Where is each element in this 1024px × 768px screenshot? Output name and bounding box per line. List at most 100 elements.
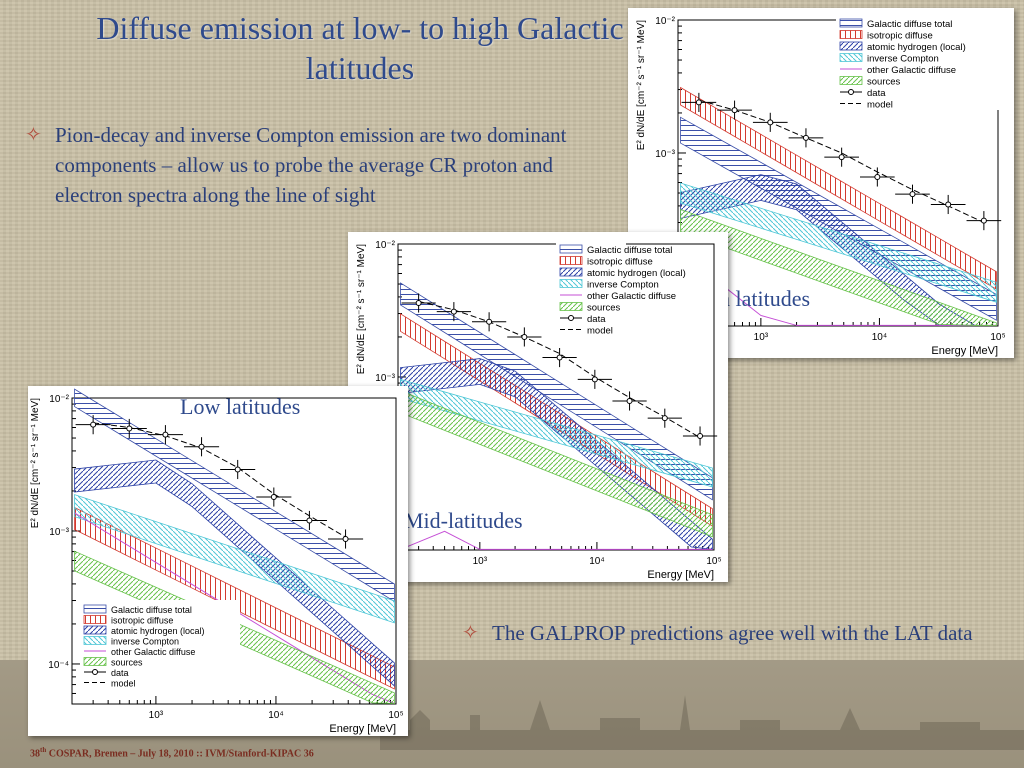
- bullet-pion-decay: ✧ Pion-decay and inverse Compton emissio…: [25, 120, 615, 210]
- legend-label: model: [111, 679, 136, 689]
- data-point: [306, 517, 313, 524]
- bullet-text: Pion-decay and inverse Compton emission …: [55, 123, 567, 207]
- legend-label: sources: [867, 77, 901, 88]
- bullet-text: The GALPROP predictions agree well with …: [492, 621, 973, 645]
- legend-swatch: [92, 669, 98, 675]
- legend-swatch: [848, 89, 854, 95]
- footer-number: 38: [30, 748, 40, 760]
- slide-title: Diffuse emission at low- to high Galacti…: [96, 10, 624, 86]
- panel-label-mid: Mid-latitudes: [404, 508, 523, 533]
- legend-bg: [556, 240, 626, 336]
- x-axis-label: Energy [MeV]: [329, 723, 396, 735]
- legend-label: model: [587, 326, 613, 337]
- data-point: [980, 217, 987, 224]
- y-axis-label: E² dN/dE [cm⁻² s⁻¹ sr⁻¹ MeV]: [30, 398, 41, 529]
- y-tick-label: 10⁻²: [375, 240, 395, 251]
- x-axis-label: Energy [MeV]: [647, 569, 714, 581]
- legend-swatch: [559, 244, 583, 254]
- legend-label: Galactic diffuse total: [587, 245, 672, 256]
- x-tick-label: 10⁵: [388, 710, 403, 721]
- data-point: [450, 308, 457, 315]
- band-5: [680, 208, 997, 326]
- band-5: [400, 390, 713, 538]
- x-tick-label: 10³: [149, 710, 164, 721]
- legend-label: inverse Compton: [587, 280, 659, 291]
- data-point: [415, 300, 422, 307]
- x-axis-label: Energy [MeV]: [931, 345, 998, 357]
- footer-superscript: th: [40, 746, 47, 754]
- legend-swatch: [83, 657, 107, 666]
- data-point: [126, 425, 133, 432]
- legend-label: sources: [587, 303, 621, 314]
- legend-swatch: [839, 76, 863, 85]
- legend-label: inverse Compton: [111, 637, 179, 647]
- data-point: [591, 376, 598, 383]
- legend-swatch: [83, 615, 107, 624]
- band-4: [680, 251, 997, 326]
- data-point: [909, 191, 916, 198]
- bullet-galprop: ✧ The GALPROP predictions agree well wit…: [462, 618, 1012, 648]
- legend-swatch: [839, 30, 863, 39]
- legend-swatch: [559, 279, 583, 288]
- x-tick-label: 10⁵: [706, 556, 721, 567]
- legend-bg: [80, 600, 240, 688]
- legend-swatch: [559, 267, 583, 277]
- band-4: [400, 530, 713, 550]
- footer-text: COSPAR, Bremen – July 18, 2010 :: IVM/St…: [46, 748, 314, 760]
- y-tick-label: 10⁻³: [375, 373, 395, 384]
- band-2: [74, 459, 395, 687]
- diamond-bullet-icon: ✧: [25, 124, 42, 146]
- data-point: [486, 318, 493, 325]
- legend-label: isotropic diffuse: [867, 31, 933, 42]
- band-3: [74, 494, 395, 624]
- legend-label: data: [867, 88, 886, 99]
- band-3: [400, 378, 713, 488]
- data-point: [270, 494, 277, 501]
- city-skyline-watermark: [380, 695, 1024, 750]
- data-point: [198, 443, 205, 450]
- component-bands: [680, 86, 997, 326]
- component-bands: [400, 282, 713, 550]
- data-point: [162, 431, 169, 438]
- diamond-bullet-icon: ✧: [462, 622, 479, 644]
- legend-swatch: [839, 53, 863, 62]
- legend-swatch: [83, 636, 107, 645]
- data-point: [342, 536, 349, 543]
- y-tick-label: 10⁻³: [49, 527, 69, 538]
- y-tick-label: 10⁻²: [655, 16, 675, 27]
- data-point: [731, 107, 738, 114]
- y-tick-label: 10⁻²: [49, 394, 69, 405]
- legend-label: model: [867, 100, 893, 111]
- legend-label: sources: [111, 658, 143, 668]
- legend-swatch: [83, 625, 107, 635]
- data-point: [695, 99, 702, 106]
- legend-label: inverse Compton: [867, 54, 939, 65]
- legend-label: isotropic diffuse: [587, 257, 653, 268]
- slide-footer: 38th COSPAR, Bremen – July 18, 2010 :: I…: [30, 746, 314, 759]
- legend-label: other Galactic diffuse: [111, 647, 195, 657]
- legend-label: atomic hydrogen (local): [111, 626, 205, 636]
- chart-low-latitudes: 10³ 10⁴ 10⁵ 10⁻² 10⁻³ 10⁻⁴ Energy [MeV] E² dN/d…: [30, 388, 404, 735]
- legend-swatch: [83, 604, 107, 614]
- band-3: [680, 182, 997, 303]
- legend-label: atomic hydrogen (local): [587, 268, 686, 279]
- legend-swatch: [559, 256, 583, 265]
- band-1: [74, 506, 395, 690]
- legend-swatch: [839, 18, 863, 28]
- legend-label: data: [587, 314, 606, 325]
- data-point: [838, 154, 845, 161]
- legend-swatch: [559, 302, 583, 311]
- model-line: [698, 99, 985, 223]
- data-point: [626, 397, 633, 404]
- legend-label: other Galactic diffuse: [587, 291, 676, 302]
- data-point: [234, 466, 241, 473]
- panel-label-low: Low latitudes: [180, 394, 301, 419]
- legend-swatch: [568, 315, 574, 321]
- data-point: [874, 173, 881, 180]
- model-line: [418, 300, 701, 439]
